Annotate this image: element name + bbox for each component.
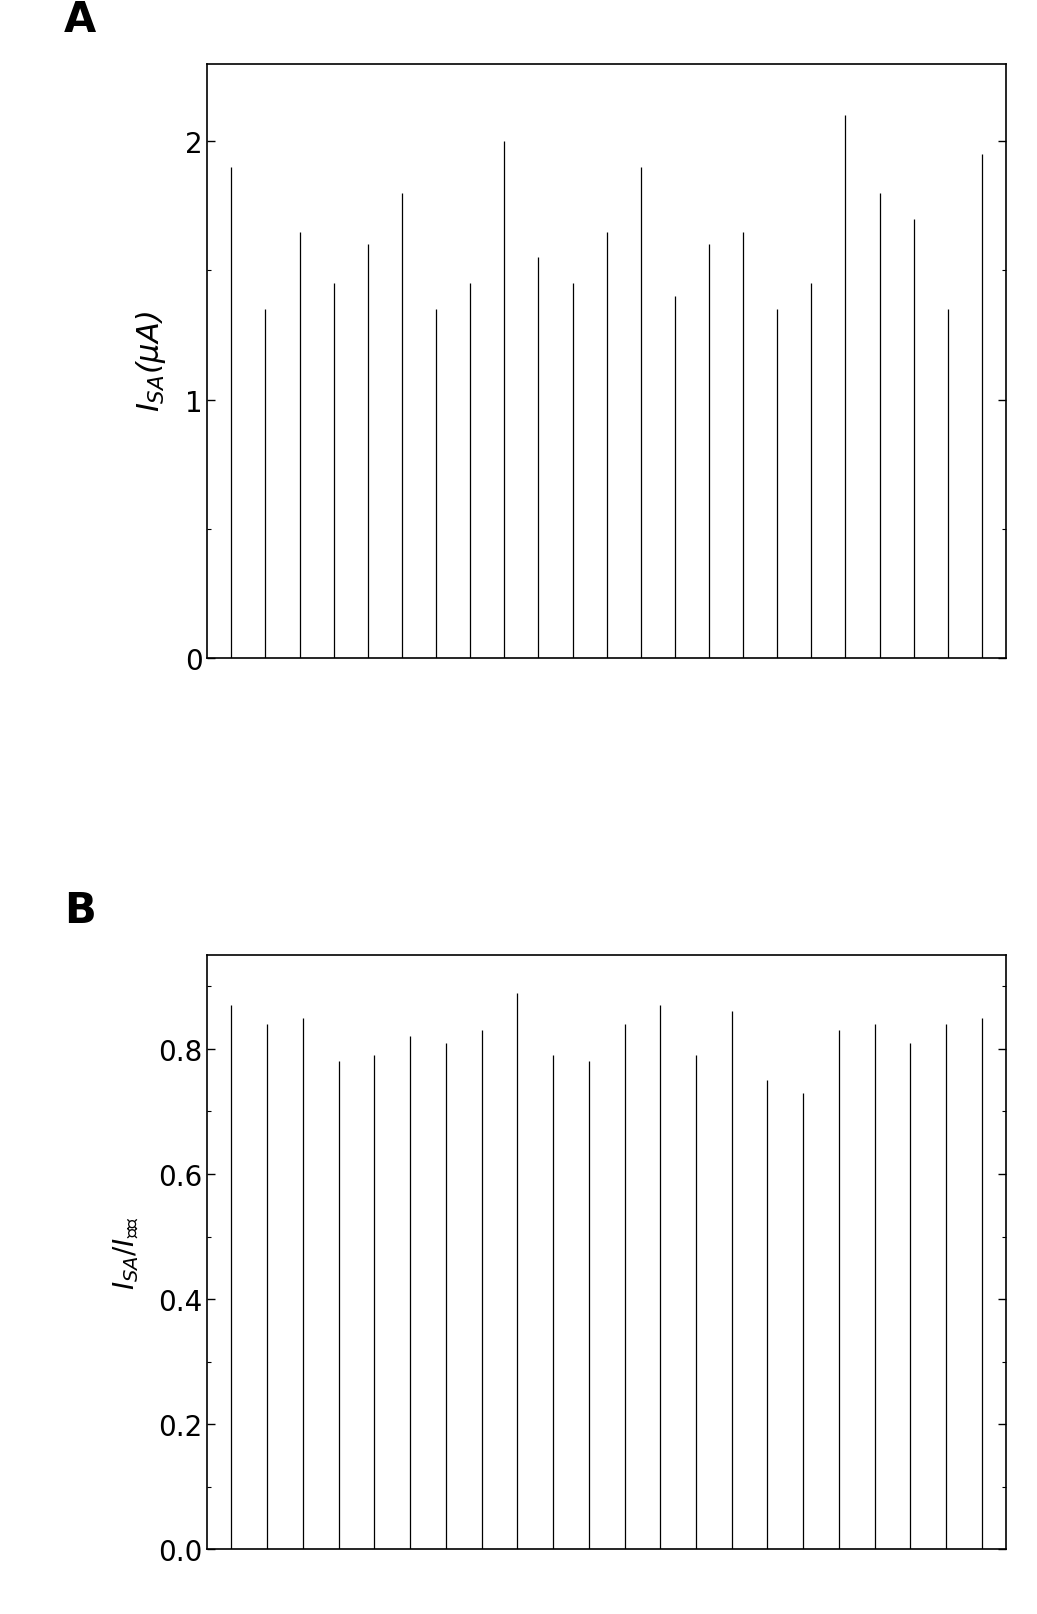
Text: B: B (63, 889, 95, 931)
Y-axis label: $\mathit{I}_{SA}$($\mu$A): $\mathit{I}_{SA}$($\mu$A) (134, 312, 168, 412)
Y-axis label: $\mathit{I}_{SA}$/$\mathit{I}_{硫黄}$: $\mathit{I}_{SA}$/$\mathit{I}_{硫黄}$ (112, 1215, 141, 1290)
Text: A: A (63, 0, 95, 40)
